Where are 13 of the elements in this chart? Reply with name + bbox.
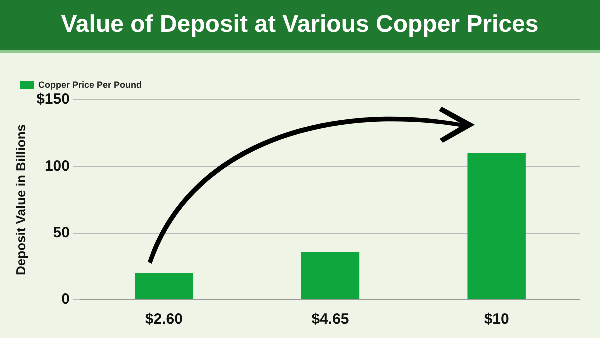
- x-tick-label: $4.65: [312, 311, 350, 328]
- y-tick-label: 100: [44, 158, 70, 175]
- y-tick-label: $150: [36, 91, 70, 108]
- y-axis-title: Deposit Value in Billions: [13, 124, 28, 276]
- x-tick-label: $10: [484, 311, 510, 328]
- bar: [135, 273, 194, 300]
- bar: [468, 153, 526, 300]
- legend-label: Copper Price Per Pound: [38, 80, 142, 90]
- y-tick-label: 50: [53, 224, 70, 242]
- x-tick-label: $2.60: [145, 311, 183, 328]
- chart-title: Value of Deposit at Various Copper Prices: [0, 0, 600, 53]
- bar: [301, 252, 360, 300]
- y-tick-label: 0: [62, 291, 70, 308]
